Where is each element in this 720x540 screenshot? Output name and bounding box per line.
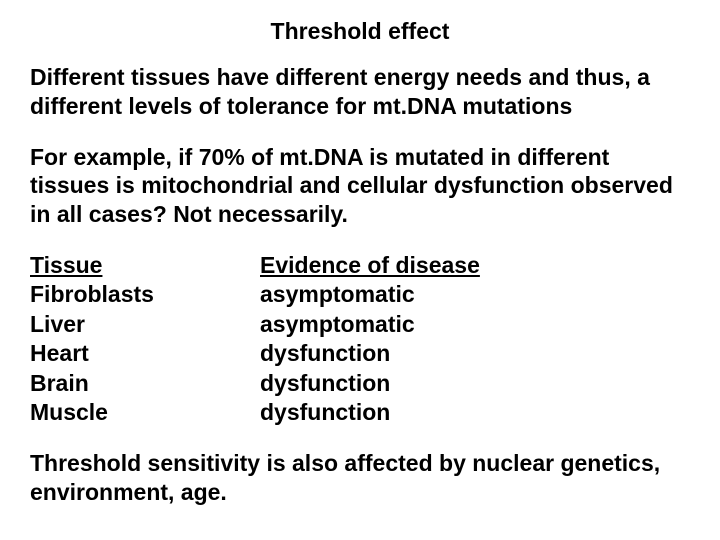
evidence-column: Evidence of disease asymptomatic asympto… [260, 251, 480, 428]
evidence-cell: asymptomatic [260, 280, 480, 309]
paragraph-closing: Threshold sensitivity is also affected b… [30, 449, 690, 507]
evidence-cell: dysfunction [260, 398, 480, 427]
tissue-cell: Liver [30, 310, 260, 339]
tissue-cell: Brain [30, 369, 260, 398]
paragraph-intro: Different tissues have different energy … [30, 63, 690, 121]
tissue-cell: Muscle [30, 398, 260, 427]
evidence-column-header: Evidence of disease [260, 251, 480, 280]
tissue-cell: Fibroblasts [30, 280, 260, 309]
paragraph-example: For example, if 70% of mt.DNA is mutated… [30, 143, 690, 229]
evidence-cell: dysfunction [260, 369, 480, 398]
evidence-cell: asymptomatic [260, 310, 480, 339]
tissue-column-header: Tissue [30, 251, 260, 280]
slide: Threshold effect Different tissues have … [0, 0, 720, 540]
tissue-column: Tissue Fibroblasts Liver Heart Brain Mus… [30, 251, 260, 428]
tissue-table: Tissue Fibroblasts Liver Heart Brain Mus… [30, 251, 690, 428]
slide-title: Threshold effect [30, 18, 690, 45]
tissue-cell: Heart [30, 339, 260, 368]
evidence-cell: dysfunction [260, 339, 480, 368]
